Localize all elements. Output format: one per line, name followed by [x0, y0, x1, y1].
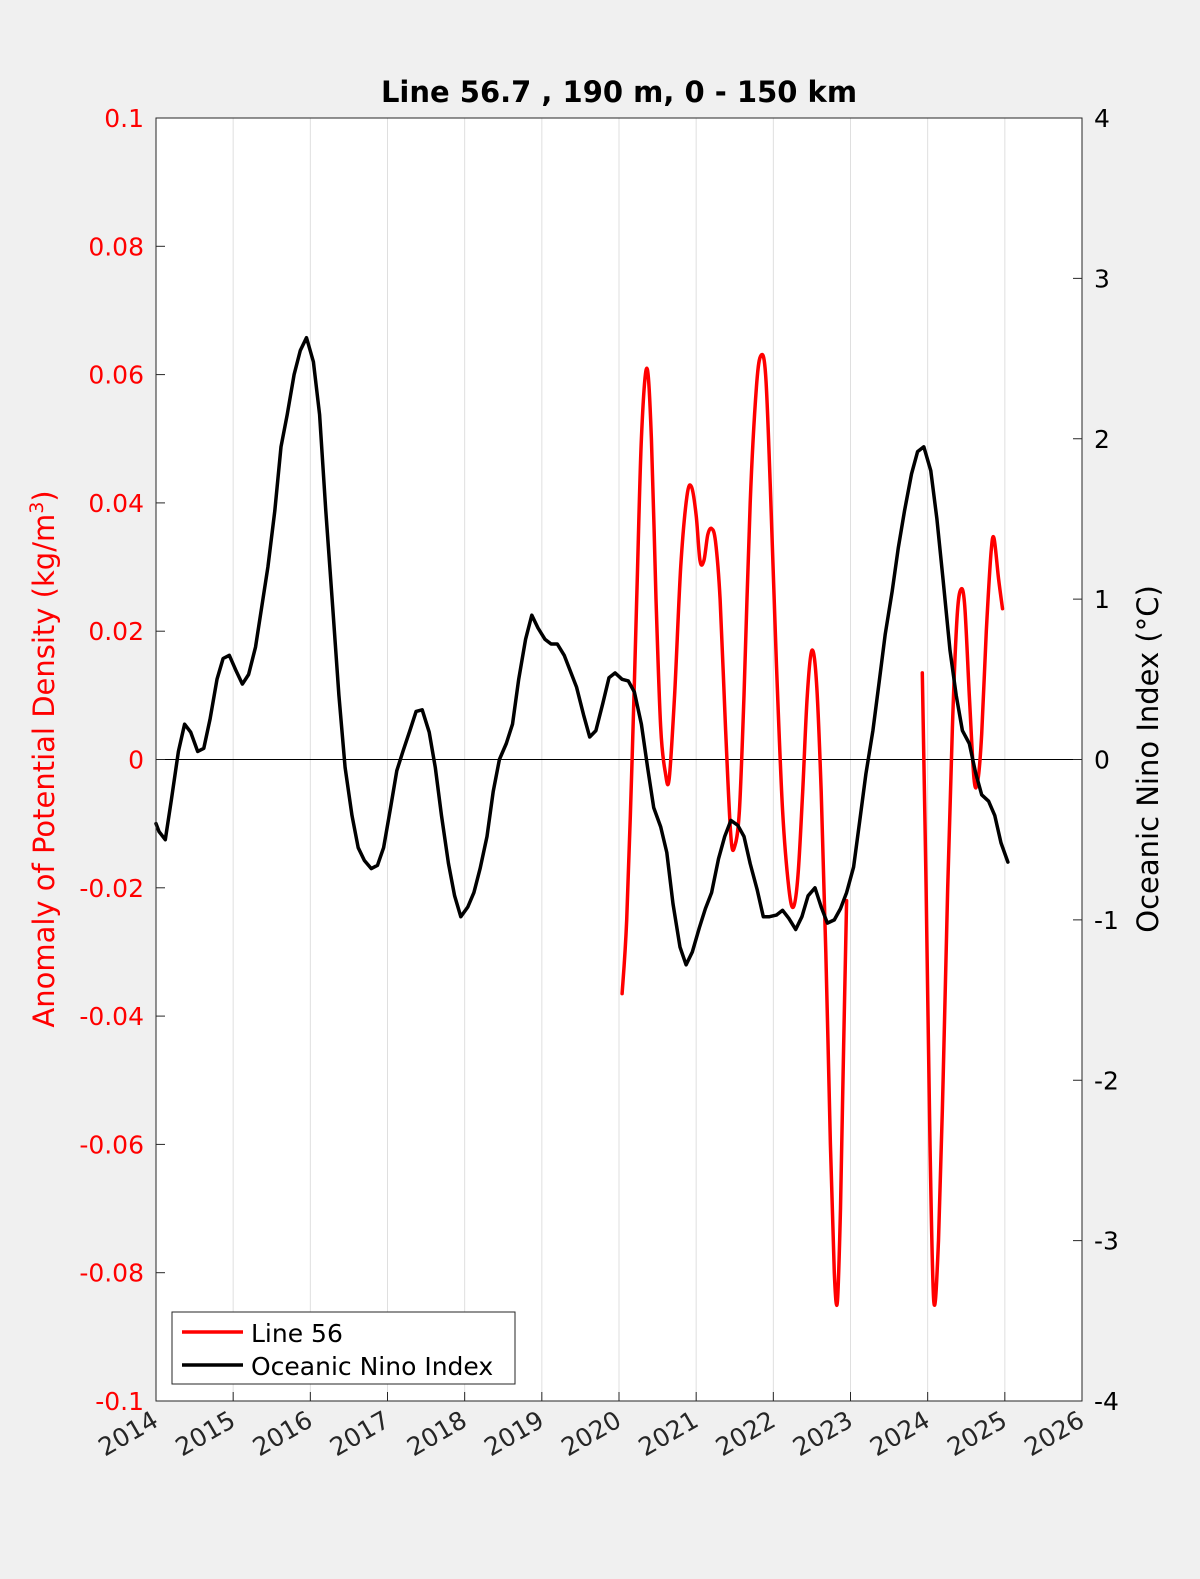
- y-left-axis-label: Anomaly of Potential Density (kg/m3): [26, 490, 61, 1027]
- y-left-tick-label: -0.08: [79, 1259, 144, 1288]
- y-right-tick-label: 4: [1094, 104, 1110, 133]
- y-right-tick-label: 1: [1094, 585, 1110, 614]
- y-left-tick-label: 0.06: [88, 361, 144, 390]
- y-left-tick-label: -0.04: [79, 1002, 144, 1031]
- series-oceanic-nino-index: [154, 335, 1010, 967]
- legend: Line 56 Oceanic Nino Index: [171, 1311, 516, 1385]
- y-right-tick-label: 2: [1094, 425, 1110, 454]
- y-left-tick-label: 0: [128, 746, 144, 775]
- series-layer: [154, 335, 1010, 1308]
- y-right-tick-label: 0: [1094, 746, 1110, 775]
- chart-title: Line 56.7 , 190 m, 0 - 150 km: [381, 75, 857, 109]
- y-left-tick-label: 0.08: [88, 232, 144, 261]
- y-left-tick-label: -0.02: [79, 874, 144, 903]
- legend-label-line-56: Line 56: [251, 1319, 343, 1348]
- y-right-tick-label: -1: [1094, 906, 1119, 935]
- y-left-tick-label: 0.1: [104, 104, 144, 133]
- y-left-tick-label: 0.04: [88, 489, 144, 518]
- y-left-tick-label: -0.1: [95, 1387, 144, 1416]
- axes-layer: 2014 2015 2016 2017 2018 2019 2020 2021 2022 2023…: [79, 104, 1119, 1462]
- y-right-tick-label: 3: [1094, 264, 1110, 293]
- legend-label-oni: Oceanic Nino Index: [251, 1352, 493, 1381]
- y-right-tick-label: -4: [1094, 1387, 1119, 1416]
- y-right-tick-label: -2: [1094, 1066, 1119, 1095]
- series-line-56-segment: [920, 534, 1005, 1307]
- y-left-tick-label: 0.02: [88, 617, 144, 646]
- series-line-56-segment: [620, 352, 849, 1308]
- y-right-axis-label: Oceanic Nino Index (°C): [1131, 585, 1165, 933]
- legend-box: [171, 1311, 516, 1385]
- y-right-tick-label: -3: [1094, 1227, 1119, 1256]
- y-left-tick-label: -0.06: [79, 1130, 144, 1159]
